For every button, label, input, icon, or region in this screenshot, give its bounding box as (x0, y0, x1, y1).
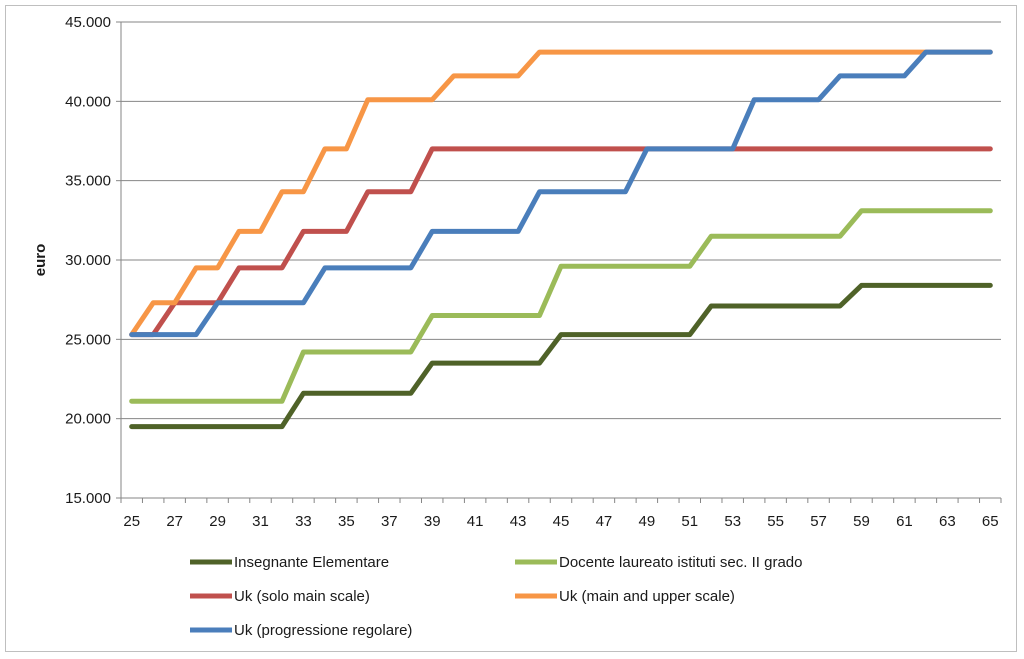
x-tick-label: 25 (123, 513, 140, 530)
series-line-2 (129, 208, 993, 404)
x-tick-label: 31 (252, 513, 269, 530)
y-tick-label: 30.000 (65, 252, 111, 269)
x-tick-label: 63 (939, 513, 956, 530)
y-axis-label: euro (32, 244, 49, 277)
y-tick-label: 45.000 (65, 14, 111, 31)
x-tick-label: 49 (639, 513, 656, 530)
series-line-5 (129, 49, 993, 338)
legend-item: Uk (solo main scale) (190, 588, 370, 605)
legend-item: Docente laureato istituti sec. II grado (515, 554, 802, 571)
y-tick-label: 20.000 (65, 411, 111, 428)
series-line-3 (129, 146, 993, 338)
legend-label: Docente laureato istituti sec. II grado (559, 554, 802, 571)
x-tick-label: 37 (381, 513, 398, 530)
series-lines (129, 49, 993, 430)
y-tick-label: 15.000 (65, 490, 111, 507)
x-tick-label: 65 (982, 513, 999, 530)
legend-label: Uk (main and upper scale) (559, 588, 735, 605)
legend-label: Uk (solo main scale) (234, 588, 370, 605)
legend-item: Uk (progressione regolare) (190, 622, 412, 639)
series-line-1 (129, 282, 993, 430)
gridlines (116, 21, 1001, 499)
y-tick-label: 40.000 (65, 93, 111, 110)
x-tick-label: 29 (209, 513, 226, 530)
y-axis-ticks: 15.000 20.000 25.000 30.000 35.000 40.000 45.0… (65, 14, 111, 507)
x-tick-label: 61 (896, 513, 913, 530)
legend-label: Uk (progressione regolare) (234, 622, 412, 639)
x-tick-label: 39 (424, 513, 441, 530)
x-tick-label: 59 (853, 513, 870, 530)
legend-label: Insegnante Elementare (234, 554, 389, 571)
y-tick-label: 35.000 (65, 173, 111, 190)
chart-frame (5, 5, 1017, 652)
x-tick-label: 55 (767, 513, 784, 530)
x-axis-ticks: 25 27 29 31 33 35 37 39 41 43 45 47 49 51 53 55 57 59 61 63… (123, 513, 998, 530)
legend-item: Uk (main and upper scale) (515, 588, 735, 605)
y-tick-label: 25.000 (65, 331, 111, 348)
x-tick-label: 45 (553, 513, 570, 530)
axes (120, 22, 1002, 503)
series-line-4 (129, 49, 993, 338)
x-tick-label: 33 (295, 513, 312, 530)
x-tick-label: 41 (467, 513, 484, 530)
x-tick-label: 51 (681, 513, 698, 530)
x-tick-label: 43 (510, 513, 527, 530)
x-tick-label: 47 (596, 513, 613, 530)
x-tick-label: 35 (338, 513, 355, 530)
x-tick-label: 53 (724, 513, 741, 530)
x-tick-label: 27 (166, 513, 183, 530)
x-tick-label: 57 (810, 513, 827, 530)
legend-item: Insegnante Elementare (190, 554, 389, 571)
legend: Insegnante Elementare Docente laureato is… (190, 554, 802, 639)
